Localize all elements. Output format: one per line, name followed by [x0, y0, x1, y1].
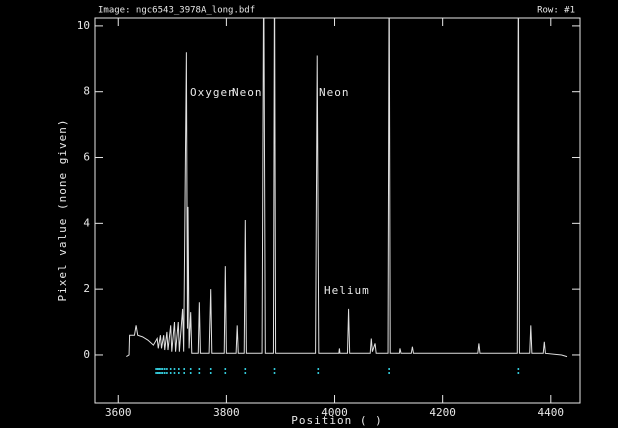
y-tick-label: 2 [83, 282, 90, 295]
line-marker [244, 372, 247, 374]
y-tick-label: 6 [83, 151, 90, 164]
plot-frame [94, 17, 581, 404]
x-tick-label: 4000 [321, 406, 348, 419]
annotation: Neon [319, 86, 350, 99]
line-marker [160, 368, 162, 370]
annotation: Neon [232, 86, 263, 99]
line-marker [198, 372, 201, 374]
y-axis-label: Pixel value (none given) [56, 119, 69, 302]
x-tick-label: 4200 [429, 406, 456, 419]
line-marker [155, 368, 157, 370]
line-marker [317, 368, 320, 370]
y-tick-label: 4 [83, 216, 90, 229]
line-marker [155, 372, 157, 374]
line-marker [388, 372, 390, 374]
line-marker [209, 368, 212, 370]
line-marker [224, 372, 227, 374]
line-marker [317, 372, 320, 374]
line-marker [160, 372, 162, 374]
x-tick-label: 3600 [105, 406, 132, 419]
line-marker [178, 372, 180, 374]
line-marker [163, 368, 166, 370]
line-marker [198, 368, 201, 370]
line-marker [273, 372, 276, 374]
line-marker [158, 368, 161, 370]
line-marker [224, 368, 227, 370]
annotation: Helium [324, 284, 370, 297]
line-marker [173, 368, 176, 370]
line-marker [517, 372, 520, 374]
x-tick-label: 4400 [538, 406, 565, 419]
line-marker [189, 372, 192, 374]
line-marker [169, 368, 172, 370]
x-tick-label: 3800 [213, 406, 240, 419]
line-marker [189, 368, 192, 370]
row-label: Row: #1 [537, 6, 575, 16]
line-marker [273, 368, 276, 370]
line-marker [161, 372, 164, 374]
line-marker [161, 368, 164, 370]
spectrum-line [126, 18, 568, 358]
y-tick-label: 8 [83, 85, 90, 98]
chart-title: Image: ngc6543_3978A_long.bdf [98, 6, 255, 16]
line-marker [517, 368, 520, 370]
line-marker [183, 372, 186, 374]
line-marker [178, 368, 180, 370]
y-tick-label: 0 [83, 348, 90, 361]
line-marker [156, 372, 159, 374]
line-marker [166, 372, 168, 374]
line-marker [163, 372, 166, 374]
plot-area [126, 18, 568, 358]
line-marker [173, 372, 176, 374]
line-marker [388, 368, 390, 370]
line-marker [209, 372, 212, 374]
line-marker [166, 368, 168, 370]
line-marker [183, 368, 186, 370]
annotation: Oxygen [190, 86, 236, 99]
line-marker [158, 372, 161, 374]
line-marker [244, 368, 247, 370]
line-marker [156, 368, 159, 370]
x-axis-label: Position ( ) [291, 414, 382, 427]
line-marker [169, 372, 172, 374]
y-tick-label: 10 [77, 19, 90, 32]
